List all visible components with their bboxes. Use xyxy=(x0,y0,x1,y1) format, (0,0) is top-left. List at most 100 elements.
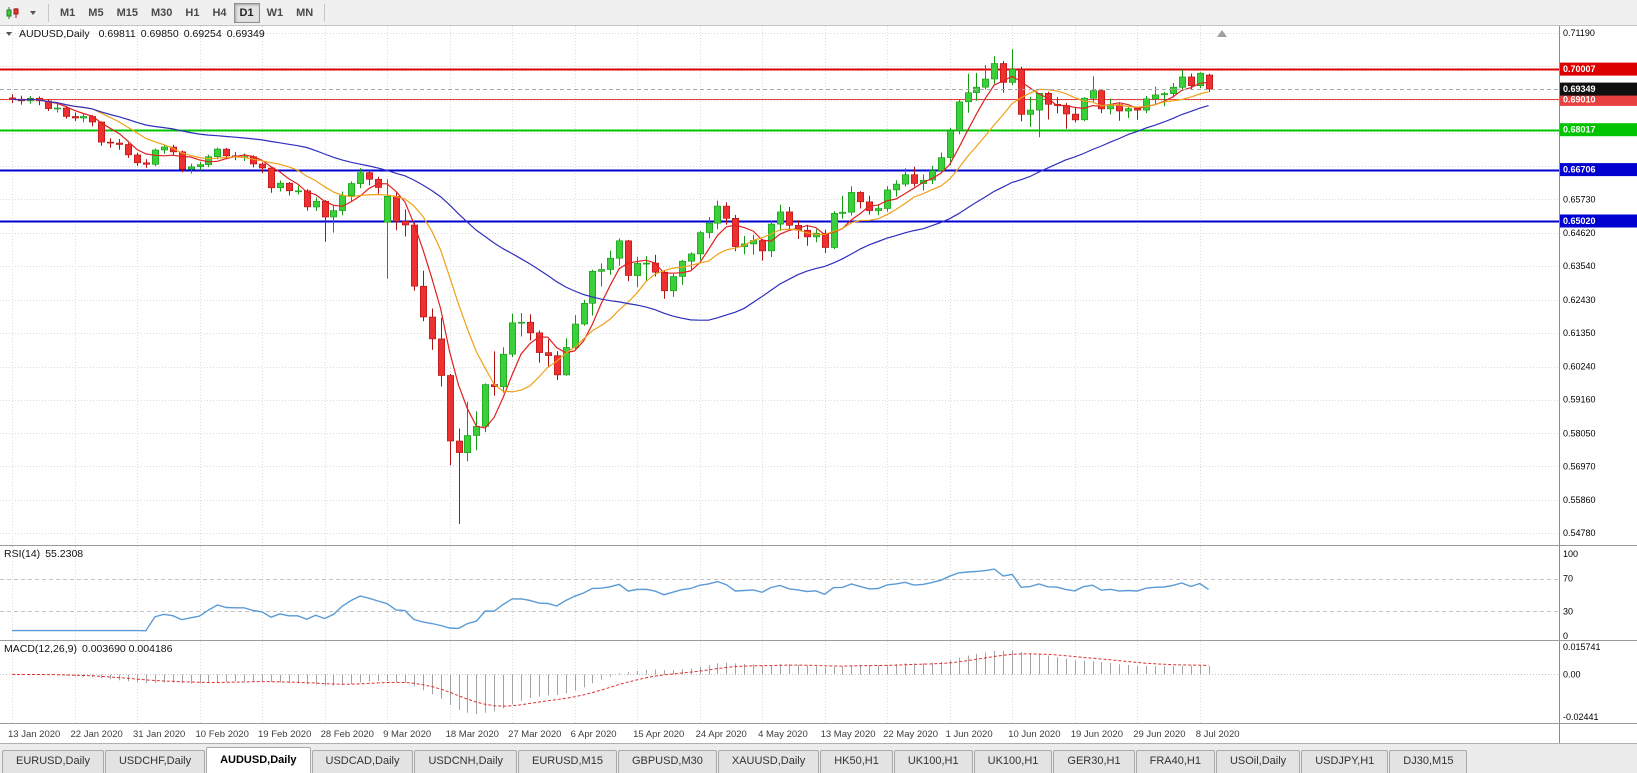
timeframe-button-m30[interactable]: M30 xyxy=(150,6,173,19)
date-label: 29 Jun 2020 xyxy=(1133,729,1185,740)
price-tick-label: 0.58050 xyxy=(1563,428,1596,438)
tab-ger30-h1[interactable]: GER30,H1 xyxy=(1053,750,1135,773)
macd-histogram xyxy=(12,650,1210,715)
tab-fra40-h1[interactable]: FRA40,H1 xyxy=(1135,750,1215,773)
timeframe-button-w1[interactable]: W1 xyxy=(266,6,284,19)
rsi-canvas[interactable]: 100 70 30 0 xyxy=(0,546,1637,640)
rsi-tick-label: 30 xyxy=(1563,606,1573,616)
macd-tick-label: 0.015741 xyxy=(1563,642,1601,652)
ma-line-34 xyxy=(11,98,1209,321)
price-tick-label: 0.61350 xyxy=(1563,328,1596,338)
price-tick-label: 0.71190 xyxy=(1563,28,1595,38)
rsi-line xyxy=(12,568,1209,632)
price-tick-label: 0.54780 xyxy=(1563,528,1596,538)
svg-text:0.68017: 0.68017 xyxy=(1563,125,1596,135)
price-tick-label: 0.65730 xyxy=(1563,194,1596,204)
macd-signal-line xyxy=(11,653,1209,707)
macd-tick-label: -0.02441 xyxy=(1563,712,1599,722)
chart-dropdown-caret-icon[interactable] xyxy=(23,3,43,23)
tab-usdjpy-h1[interactable]: USDJPY,H1 xyxy=(1301,750,1389,773)
price-chart-panel[interactable]: 0.71190 0.65730 0.64620 0.63540 0.62430 0.613… xyxy=(0,26,1637,545)
tab-dj30-m15[interactable]: DJ30,M15 xyxy=(1389,750,1468,773)
tab-xauusd-daily[interactable]: XAUUSD,Daily xyxy=(717,750,820,773)
price-line-label xyxy=(1560,82,1637,96)
tab-audusd-daily-active[interactable]: AUDUSD,Daily xyxy=(206,747,311,773)
date-label: 28 Feb 2020 xyxy=(321,729,374,740)
price-chart-canvas[interactable]: 0.71190 0.65730 0.64620 0.63540 0.62430 0.613… xyxy=(0,26,1637,545)
date-label: 10 Feb 2020 xyxy=(196,729,249,740)
timeframe-button-m1[interactable]: M1 xyxy=(60,6,76,19)
candles xyxy=(9,49,1214,524)
svg-text:0.69010: 0.69010 xyxy=(1563,94,1596,104)
chart-type-icon[interactable] xyxy=(3,3,23,23)
timeframe-button-h1[interactable]: H1 xyxy=(185,6,200,19)
tab-gbpusd-m30[interactable]: GBPUSD,M30 xyxy=(617,750,717,773)
date-label: 24 Apr 2020 xyxy=(696,729,747,740)
rsi-indicator-panel[interactable]: 100 70 30 0 RSI(14) 55.2308 xyxy=(0,545,1637,640)
price-tick-label: 0.63540 xyxy=(1563,261,1596,271)
price-tick-label: 0.55860 xyxy=(1563,495,1596,505)
date-label: 18 Mar 2020 xyxy=(446,729,499,740)
date-label: 13 Jan 2020 xyxy=(8,729,60,740)
macd-tick-label: 0.00 xyxy=(1563,669,1581,679)
date-label: 8 Jul 2020 xyxy=(1196,729,1240,740)
rsi-tick-label: 0 xyxy=(1563,631,1568,640)
date-axis: 13 Jan 2020 22 Jan 2020 31 Jan 2020 10 Feb … xyxy=(0,723,1637,743)
price-line-label xyxy=(1560,123,1637,137)
price-tick-label: 0.64620 xyxy=(1563,228,1596,238)
timeframe-button-h4[interactable]: H4 xyxy=(212,6,227,19)
macd-grid xyxy=(12,641,1201,723)
date-label: 27 Mar 2020 xyxy=(508,729,561,740)
toolbar: M1 M5 M15 M30 H1 H4 D1 W1 MN xyxy=(0,0,1637,26)
tab-eurusd-m15[interactable]: EURUSD,M15 xyxy=(518,750,617,773)
timeframe-group: M1 M5 M15 M30 H1 H4 D1 W1 MN xyxy=(54,2,319,23)
rsi-tick-label: 100 xyxy=(1563,549,1578,559)
svg-text:0.70007: 0.70007 xyxy=(1563,64,1596,74)
date-label: 19 Jun 2020 xyxy=(1071,729,1123,740)
tab-uk100-h1[interactable]: UK100,H1 xyxy=(893,750,973,773)
date-label: 9 Mar 2020 xyxy=(383,729,431,740)
ma-line-10 xyxy=(11,88,1209,393)
price-line-label xyxy=(1560,163,1637,177)
date-axis-canvas: 13 Jan 2020 22 Jan 2020 31 Jan 2020 10 Feb … xyxy=(8,724,1560,743)
toolbar-separator xyxy=(324,3,326,22)
tab-hk50-h1[interactable]: HK50,H1 xyxy=(820,750,893,773)
price-grid xyxy=(0,26,1559,545)
svg-text:0.65020: 0.65020 xyxy=(1563,216,1596,226)
date-label: 1 Jun 2020 xyxy=(946,729,993,740)
ma-line-5 xyxy=(11,75,1209,429)
chart-tabbar: EURUSD,Daily USDCHF,Daily AUDUSD,Daily USDC… xyxy=(0,743,1637,773)
timeframe-button-mn[interactable]: MN xyxy=(296,6,314,19)
date-label: 15 Apr 2020 xyxy=(633,729,684,740)
price-line-label xyxy=(1560,92,1637,106)
price-line-label xyxy=(1560,62,1637,76)
timeframe-button-d1[interactable]: D1 xyxy=(233,2,260,23)
toolbar-separator xyxy=(48,3,49,22)
tab-usdcnh-daily[interactable]: USDCNH,Daily xyxy=(414,750,518,773)
symbol-caret-icon[interactable] xyxy=(4,29,14,39)
chart-shift-marker[interactable] xyxy=(1217,30,1227,37)
timeframe-button-m5[interactable]: M5 xyxy=(88,6,104,19)
date-label: 19 Feb 2020 xyxy=(258,729,311,740)
price-tick-label: 0.59160 xyxy=(1563,395,1596,405)
macd-canvas[interactable]: 0.015741 0.00 -0.02441 xyxy=(0,641,1637,723)
chart-area: 0.71190 0.65730 0.64620 0.63540 0.62430 0.613… xyxy=(0,26,1637,743)
tab-usdchf-daily[interactable]: USDCHF,Daily xyxy=(104,750,206,773)
rsi-grid xyxy=(12,546,1201,640)
svg-text:0.69349: 0.69349 xyxy=(1563,84,1596,94)
tab-usoil-daily[interactable]: USOil,Daily xyxy=(1215,750,1301,773)
tab-uk100-h1[interactable]: UK100,H1 xyxy=(973,750,1053,773)
candlestick-glyph xyxy=(6,6,19,19)
price-tick-label: 0.60240 xyxy=(1563,362,1596,372)
date-label: 10 Jun 2020 xyxy=(1008,729,1060,740)
tab-eurusd-daily[interactable]: EURUSD,Daily xyxy=(2,750,104,773)
macd-indicator-panel[interactable]: 0.015741 0.00 -0.02441 MACD(12,26,9) 0.003… xyxy=(0,640,1637,723)
date-label: 22 May 2020 xyxy=(883,729,938,740)
date-label: 4 May 2020 xyxy=(758,729,808,740)
date-label: 13 May 2020 xyxy=(821,729,876,740)
price-tick-label: 0.56970 xyxy=(1563,461,1596,471)
tab-usdcad-daily[interactable]: USDCAD,Daily xyxy=(311,750,414,773)
timeframe-button-m15[interactable]: M15 xyxy=(116,6,138,19)
price-line-label xyxy=(1560,214,1637,228)
